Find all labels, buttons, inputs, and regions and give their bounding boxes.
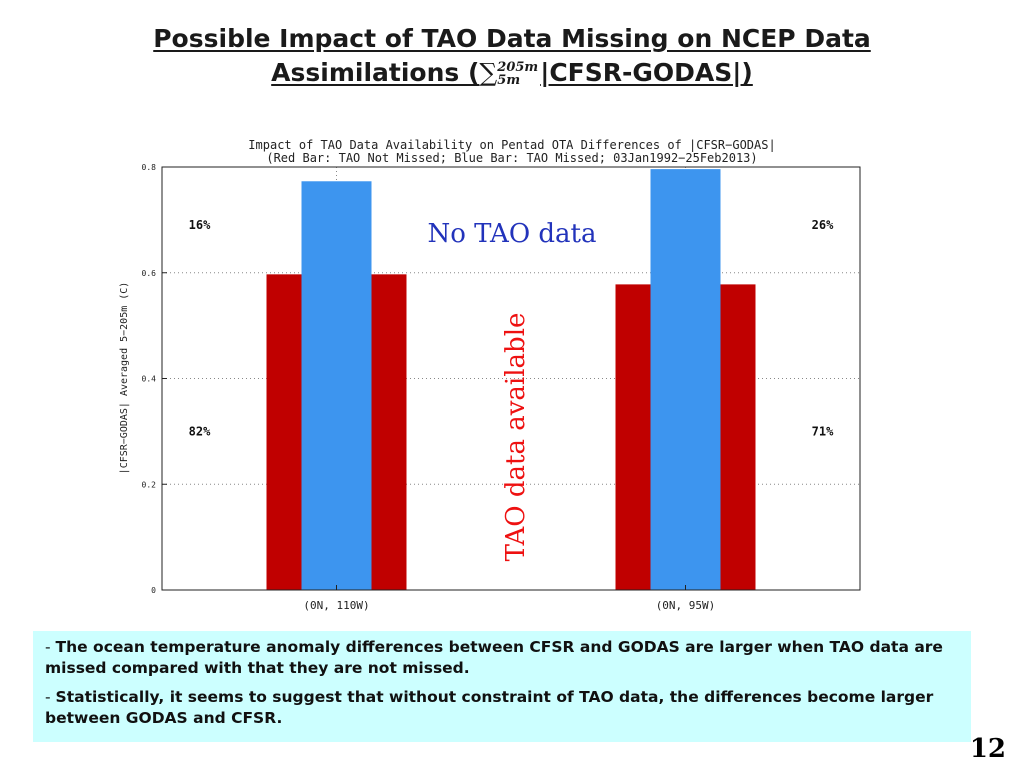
summation-limits: 205m 5m — [497, 61, 538, 87]
x-tick-label: (0N, 110W) — [303, 599, 369, 612]
note-text: Statistically, it seems to suggest that … — [45, 688, 934, 727]
tao-data-available-label: TAO data available — [501, 313, 531, 562]
summation-lower-limit: 5m — [497, 73, 521, 88]
title-line-2: Assimilations (∑ 205m 5m |CFSR-GODAS|) — [0, 56, 1024, 90]
y-tick-label: 0 — [151, 586, 156, 595]
y-tick-label: 0.4 — [142, 375, 157, 384]
note-item: - The ocean temperature anomaly differen… — [45, 637, 959, 679]
y-tick-label: 0.6 — [142, 269, 157, 278]
summation-symbol: ∑ — [479, 58, 498, 87]
chart-title: Impact of TAO Data Availability on Penta… — [248, 138, 775, 152]
percent-annotation: 71% — [812, 424, 834, 438]
percent-annotation: 26% — [812, 218, 834, 232]
title-line-2-suffix: |CFSR-GODAS|) — [540, 58, 753, 87]
note-dash: - — [45, 688, 56, 706]
bar-missed — [301, 181, 372, 590]
slide-title: Possible Impact of TAO Data Missing on N… — [0, 22, 1024, 90]
title-line-2-prefix: Assimilations ( — [271, 58, 480, 87]
bar-chart: Impact of TAO Data Availability on Penta… — [119, 138, 861, 612]
percent-annotation: 16% — [189, 218, 211, 232]
y-tick-label: 0.8 — [142, 163, 157, 172]
notes-box: - The ocean temperature anomaly differen… — [33, 631, 971, 742]
page-number: 12 — [969, 734, 1006, 764]
note-dash: - — [45, 638, 56, 656]
percent-annotation: 82% — [189, 424, 211, 438]
note-text: The ocean temperature anomaly difference… — [45, 638, 943, 677]
x-tick-label: (0N, 95W) — [656, 599, 716, 612]
y-tick-label: 0.2 — [142, 480, 157, 489]
summation-upper-limit: 205m — [497, 60, 539, 75]
chart-subtitle: (Red Bar: TAO Not Missed; Blue Bar: TAO … — [266, 151, 757, 165]
note-item: - Statistically, it seems to suggest tha… — [45, 687, 959, 729]
y-axis-label: |CFSR−GODAS| Averaged 5−205m (C) — [119, 282, 130, 475]
title-line-1: Possible Impact of TAO Data Missing on N… — [153, 24, 871, 53]
no-tao-data-label: No TAO data — [427, 219, 596, 249]
bar-missed — [650, 169, 721, 591]
